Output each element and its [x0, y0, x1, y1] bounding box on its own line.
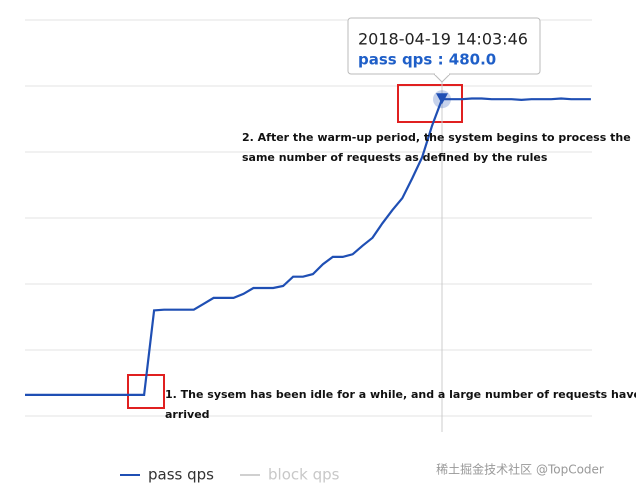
tooltip: 2018-04-19 14:03:46 pass qps : 480.0: [347, 17, 541, 83]
annotation: arrived: [165, 408, 210, 421]
tooltip-pointer: [432, 73, 452, 83]
series-line: [25, 97, 591, 396]
watermark: 稀土掘金技术社区 @TopCoder: [436, 462, 604, 477]
legend-label: block qps: [268, 466, 340, 484]
tooltip-pointer-fill: [435, 72, 449, 75]
annotation: 2. After the warm-up period, the system …: [242, 131, 631, 144]
tooltip-date: 2018-04-19 14:03:46: [358, 30, 528, 49]
hover-marker: [436, 93, 448, 105]
annotation: 1. The sysem has been idle for a while, …: [165, 388, 636, 401]
annotation: same number of requests as defined by th…: [242, 151, 548, 164]
legend-label: pass qps: [148, 466, 214, 484]
tooltip-value: pass qps : 480.0: [358, 51, 496, 69]
highlight-box: [397, 84, 463, 123]
